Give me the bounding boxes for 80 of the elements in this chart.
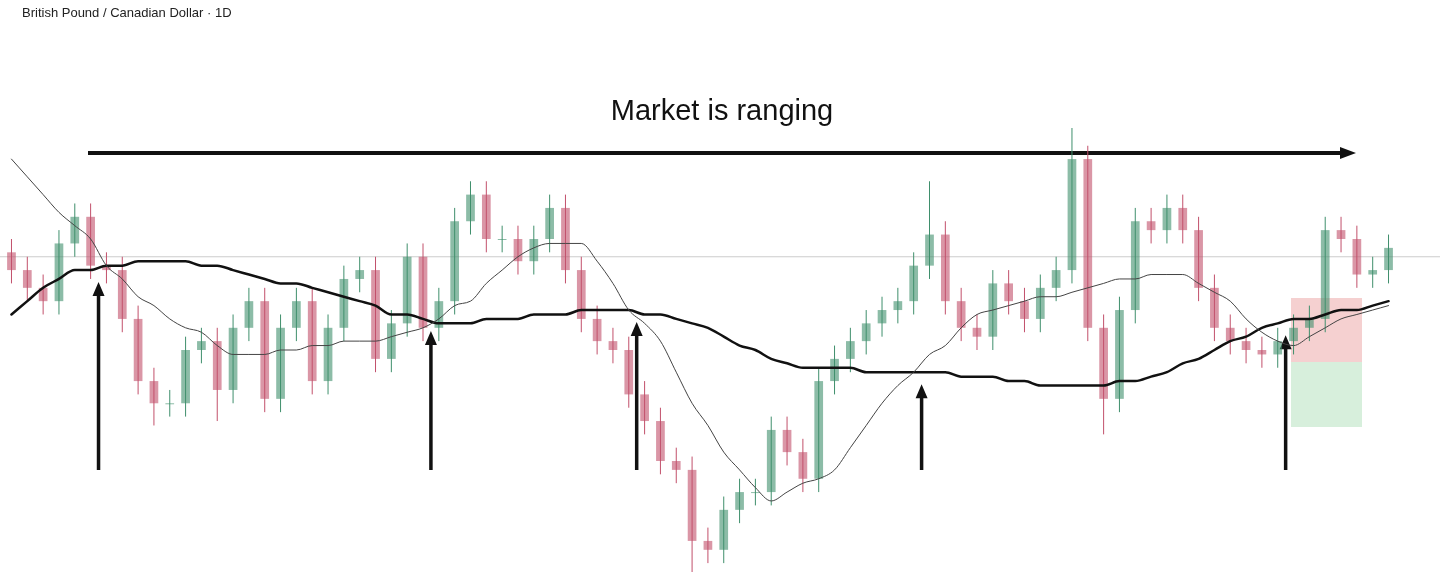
candlestick [133,305,143,395]
candlestick [861,309,871,355]
candlestick [1241,327,1251,364]
candlestick [1020,287,1029,333]
candlestick [1178,194,1188,244]
candlestick [703,527,713,564]
candlestick [1384,234,1393,284]
candlestick [735,478,744,524]
candlestick [244,287,254,342]
candlestick [1083,145,1093,342]
candlestick [149,367,159,426]
text: Market is ranging [610,94,834,126]
chart-title: British Pound / Canadian Dollar · 1D [22,5,232,20]
candlestick [70,202,80,258]
candlestick [228,313,238,404]
candlestick [925,180,934,280]
candlestick [86,202,95,280]
candlestick [782,416,792,466]
candlestick [909,251,919,315]
candlestick [592,305,602,355]
candlestick [22,256,32,302]
candlestick [1004,269,1014,315]
candlestick [814,367,824,493]
candlestick [877,296,887,338]
candlestick [212,327,222,422]
candlestick [1368,256,1378,289]
candlestick [371,256,380,373]
candlestick [956,287,966,342]
candlestick [1130,207,1140,324]
candlestick [1099,313,1108,435]
candlestick [1115,296,1124,413]
candlestick [1162,194,1172,244]
candlestick [545,194,554,253]
candlestick [529,225,539,276]
candlestick [165,389,175,418]
candlestick [1352,225,1362,289]
candlestick [355,256,365,293]
candlestick [766,416,776,506]
candlestick [481,180,491,253]
candlestick [466,180,475,236]
candlestick [972,313,982,351]
candlestick [1035,274,1045,333]
candlestick [1320,216,1330,333]
candlestick [988,269,998,351]
candlestick [1210,274,1219,342]
candlestick [260,287,270,413]
candlestick [830,345,839,395]
candlestick [1194,216,1203,302]
candlestick [1273,327,1283,369]
candlestick [497,225,507,253]
candlestick [117,256,127,333]
candlestick [181,336,190,418]
candlestick [940,220,950,315]
candlestick [450,207,460,315]
candlestick [608,327,618,364]
candlestick [1146,207,1156,244]
candlestick [671,447,681,484]
candlestick [276,313,285,413]
candlestick [624,336,634,409]
candlestick [1336,216,1346,253]
candlestick [893,287,903,324]
candlestick [846,327,855,373]
candlestick [1051,256,1061,302]
candlestick [387,309,396,373]
candlestick [307,287,317,395]
candlestick [197,327,206,364]
candlestick [1289,313,1298,355]
candlestick [576,256,586,333]
candlestick [561,194,570,284]
candlestick [719,496,729,564]
candlestick [640,380,649,435]
candlestick [292,287,301,342]
candlestick [798,438,808,493]
candlestick [656,407,665,475]
candlestick [1305,305,1314,342]
candlestick [1067,127,1077,284]
candlestick [7,238,16,284]
candlestick [402,242,412,338]
candlestick [687,456,697,573]
candlestick [1225,313,1235,355]
